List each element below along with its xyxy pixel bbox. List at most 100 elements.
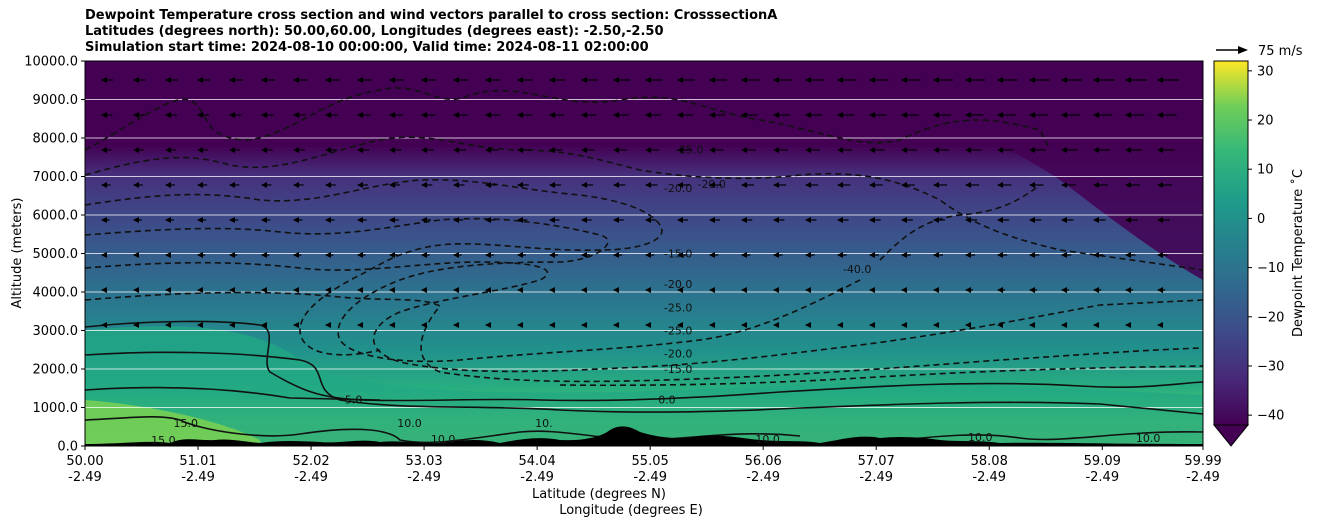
x-tick-label-lat: 58.08: [971, 454, 1008, 469]
wind-arrow-icon: [1029, 287, 1038, 293]
wind-arrow-icon: [837, 77, 857, 83]
contour-label: -25.0: [664, 301, 692, 314]
wind-arrow-icon: [709, 182, 722, 188]
wind-arrow-head: [485, 182, 491, 188]
colorbar-tick-label: −40: [1257, 409, 1284, 424]
wind-arrow-head: [133, 112, 139, 118]
wind-arrow-head: [517, 322, 523, 328]
wind-arrow-head: [517, 217, 523, 223]
wind-arrow-icon: [1125, 112, 1145, 118]
wind-arrow-head: [165, 252, 171, 258]
wind-arrow-head: [1029, 182, 1035, 188]
wind-arrow-icon: [389, 252, 398, 258]
wind-arrow-head: [805, 112, 811, 118]
wind-arrow-head: [101, 112, 107, 118]
wind-arrow-icon: [101, 217, 110, 223]
wind-arrow-icon: [1125, 77, 1147, 83]
y-tick-label: 4000.0: [33, 286, 79, 301]
wind-arrow-head: [805, 322, 811, 328]
wind-arrow-head: [677, 287, 683, 293]
wind-arrow-head: [1157, 287, 1163, 293]
wind-arrow-head: [837, 252, 843, 258]
y-tick-label: 5000.0: [33, 247, 79, 262]
wind-arrow-icon: [357, 322, 363, 328]
wind-arrow-head: [101, 252, 107, 258]
wind-arrow-head: [645, 322, 651, 328]
wind-arrow-icon: [965, 322, 971, 328]
wind-arrow-head: [293, 252, 299, 258]
wind-arrow-icon: [261, 77, 275, 83]
wind-arrow-icon: [325, 77, 340, 83]
wind-arrow-head: [1093, 147, 1099, 153]
wind-arrow-head: [1157, 322, 1163, 328]
wind-arrow-head: [677, 182, 683, 188]
wind-arrow-head: [1093, 322, 1099, 328]
wind-arrow-head: [709, 217, 715, 223]
wind-arrow-icon: [261, 322, 267, 328]
wind-arrow-head: [933, 77, 939, 83]
wind-arrow-head: [325, 147, 331, 153]
wind-arrow-head: [421, 287, 427, 293]
wind-arrow-icon: [229, 252, 238, 258]
wind-arrow-head: [1125, 252, 1131, 258]
wind-arrow-icon: [133, 217, 142, 223]
wind-arrow-icon: [741, 287, 747, 293]
contour-label: 10.0: [431, 433, 456, 446]
wind-arrow-head: [229, 252, 235, 258]
wind-arrow-head: [901, 77, 907, 83]
wind-arrow-head: [485, 217, 491, 223]
wind-arrow-icon: [677, 182, 690, 188]
wind-arrow-head: [1157, 112, 1163, 118]
y-tick-label: 9000.0: [33, 93, 79, 108]
wind-arrow-head: [581, 287, 587, 293]
x-tick-label-lon: -2.49: [68, 470, 102, 485]
wind-arrow-icon: [1029, 182, 1044, 188]
wind-arrow-icon: [421, 182, 433, 188]
wind-arrow-head: [1029, 77, 1035, 83]
wind-arrow-icon: [773, 252, 783, 258]
wind-arrow-icon: [1125, 182, 1140, 188]
contour-label: 0.0: [658, 394, 676, 407]
wind-arrow-head: [837, 182, 843, 188]
wind-arrow-icon: [517, 77, 534, 83]
wind-arrow-head: [1093, 252, 1099, 258]
wind-arrow-icon: [293, 322, 299, 328]
wind-arrow-icon: [453, 77, 469, 83]
contour-label: -20.0: [664, 278, 692, 291]
contour-label: -20.0: [664, 182, 692, 195]
wind-arrow-icon: [805, 77, 824, 83]
wind-arrow-head: [453, 252, 459, 258]
wind-arrow-icon: [1125, 252, 1136, 258]
colorbar-gradient: [1213, 60, 1249, 426]
wind-arrow-icon: [837, 147, 853, 153]
wind-arrow-icon: [965, 252, 976, 258]
wind-arrow-icon: [421, 112, 435, 118]
wind-arrow-icon: [485, 217, 496, 223]
contour-solid: [85, 351, 1203, 415]
wind-arrow-icon: [773, 77, 792, 83]
wind-arrow-icon: [101, 112, 113, 118]
wind-arrow-head: [965, 112, 971, 118]
wind-arrow-head: [901, 112, 907, 118]
wind-arrow-head: [229, 77, 235, 83]
wind-arrow-icon: [613, 112, 629, 118]
wind-arrow-icon: [485, 252, 494, 258]
wind-arrow-icon: [581, 77, 598, 83]
x-tick-label-lat: 54.04: [519, 454, 556, 469]
wind-arrow-head: [773, 287, 779, 293]
wind-arrow-head: [1029, 112, 1035, 118]
y-axis-label: Altitude (meters): [10, 198, 25, 309]
wind-arrow-icon: [805, 252, 815, 258]
wind-arrow-icon: [581, 287, 587, 293]
wind-arrow-head: [261, 252, 267, 258]
wind-arrow-icon: [645, 322, 651, 328]
wind-arrow-icon: [1093, 112, 1113, 118]
x-axis: 50.00-2.4951.01-2.4952.02-2.4953.03-2.49…: [66, 446, 1222, 485]
x-axis-label-latitude: Latitude (degrees N): [532, 487, 666, 502]
wind-arrow-icon: [293, 147, 305, 153]
wind-arrow-head: [453, 322, 459, 328]
x-axis-label-longitude: Longitude (degrees E): [559, 503, 703, 518]
colorbar: 30 20 10 0 −10 −20 −30 −40 Dewpoint Temperature…: [1212, 60, 1306, 447]
quiver-key-arrowhead: [1238, 46, 1248, 54]
wind-arrow-icon: [709, 147, 724, 153]
